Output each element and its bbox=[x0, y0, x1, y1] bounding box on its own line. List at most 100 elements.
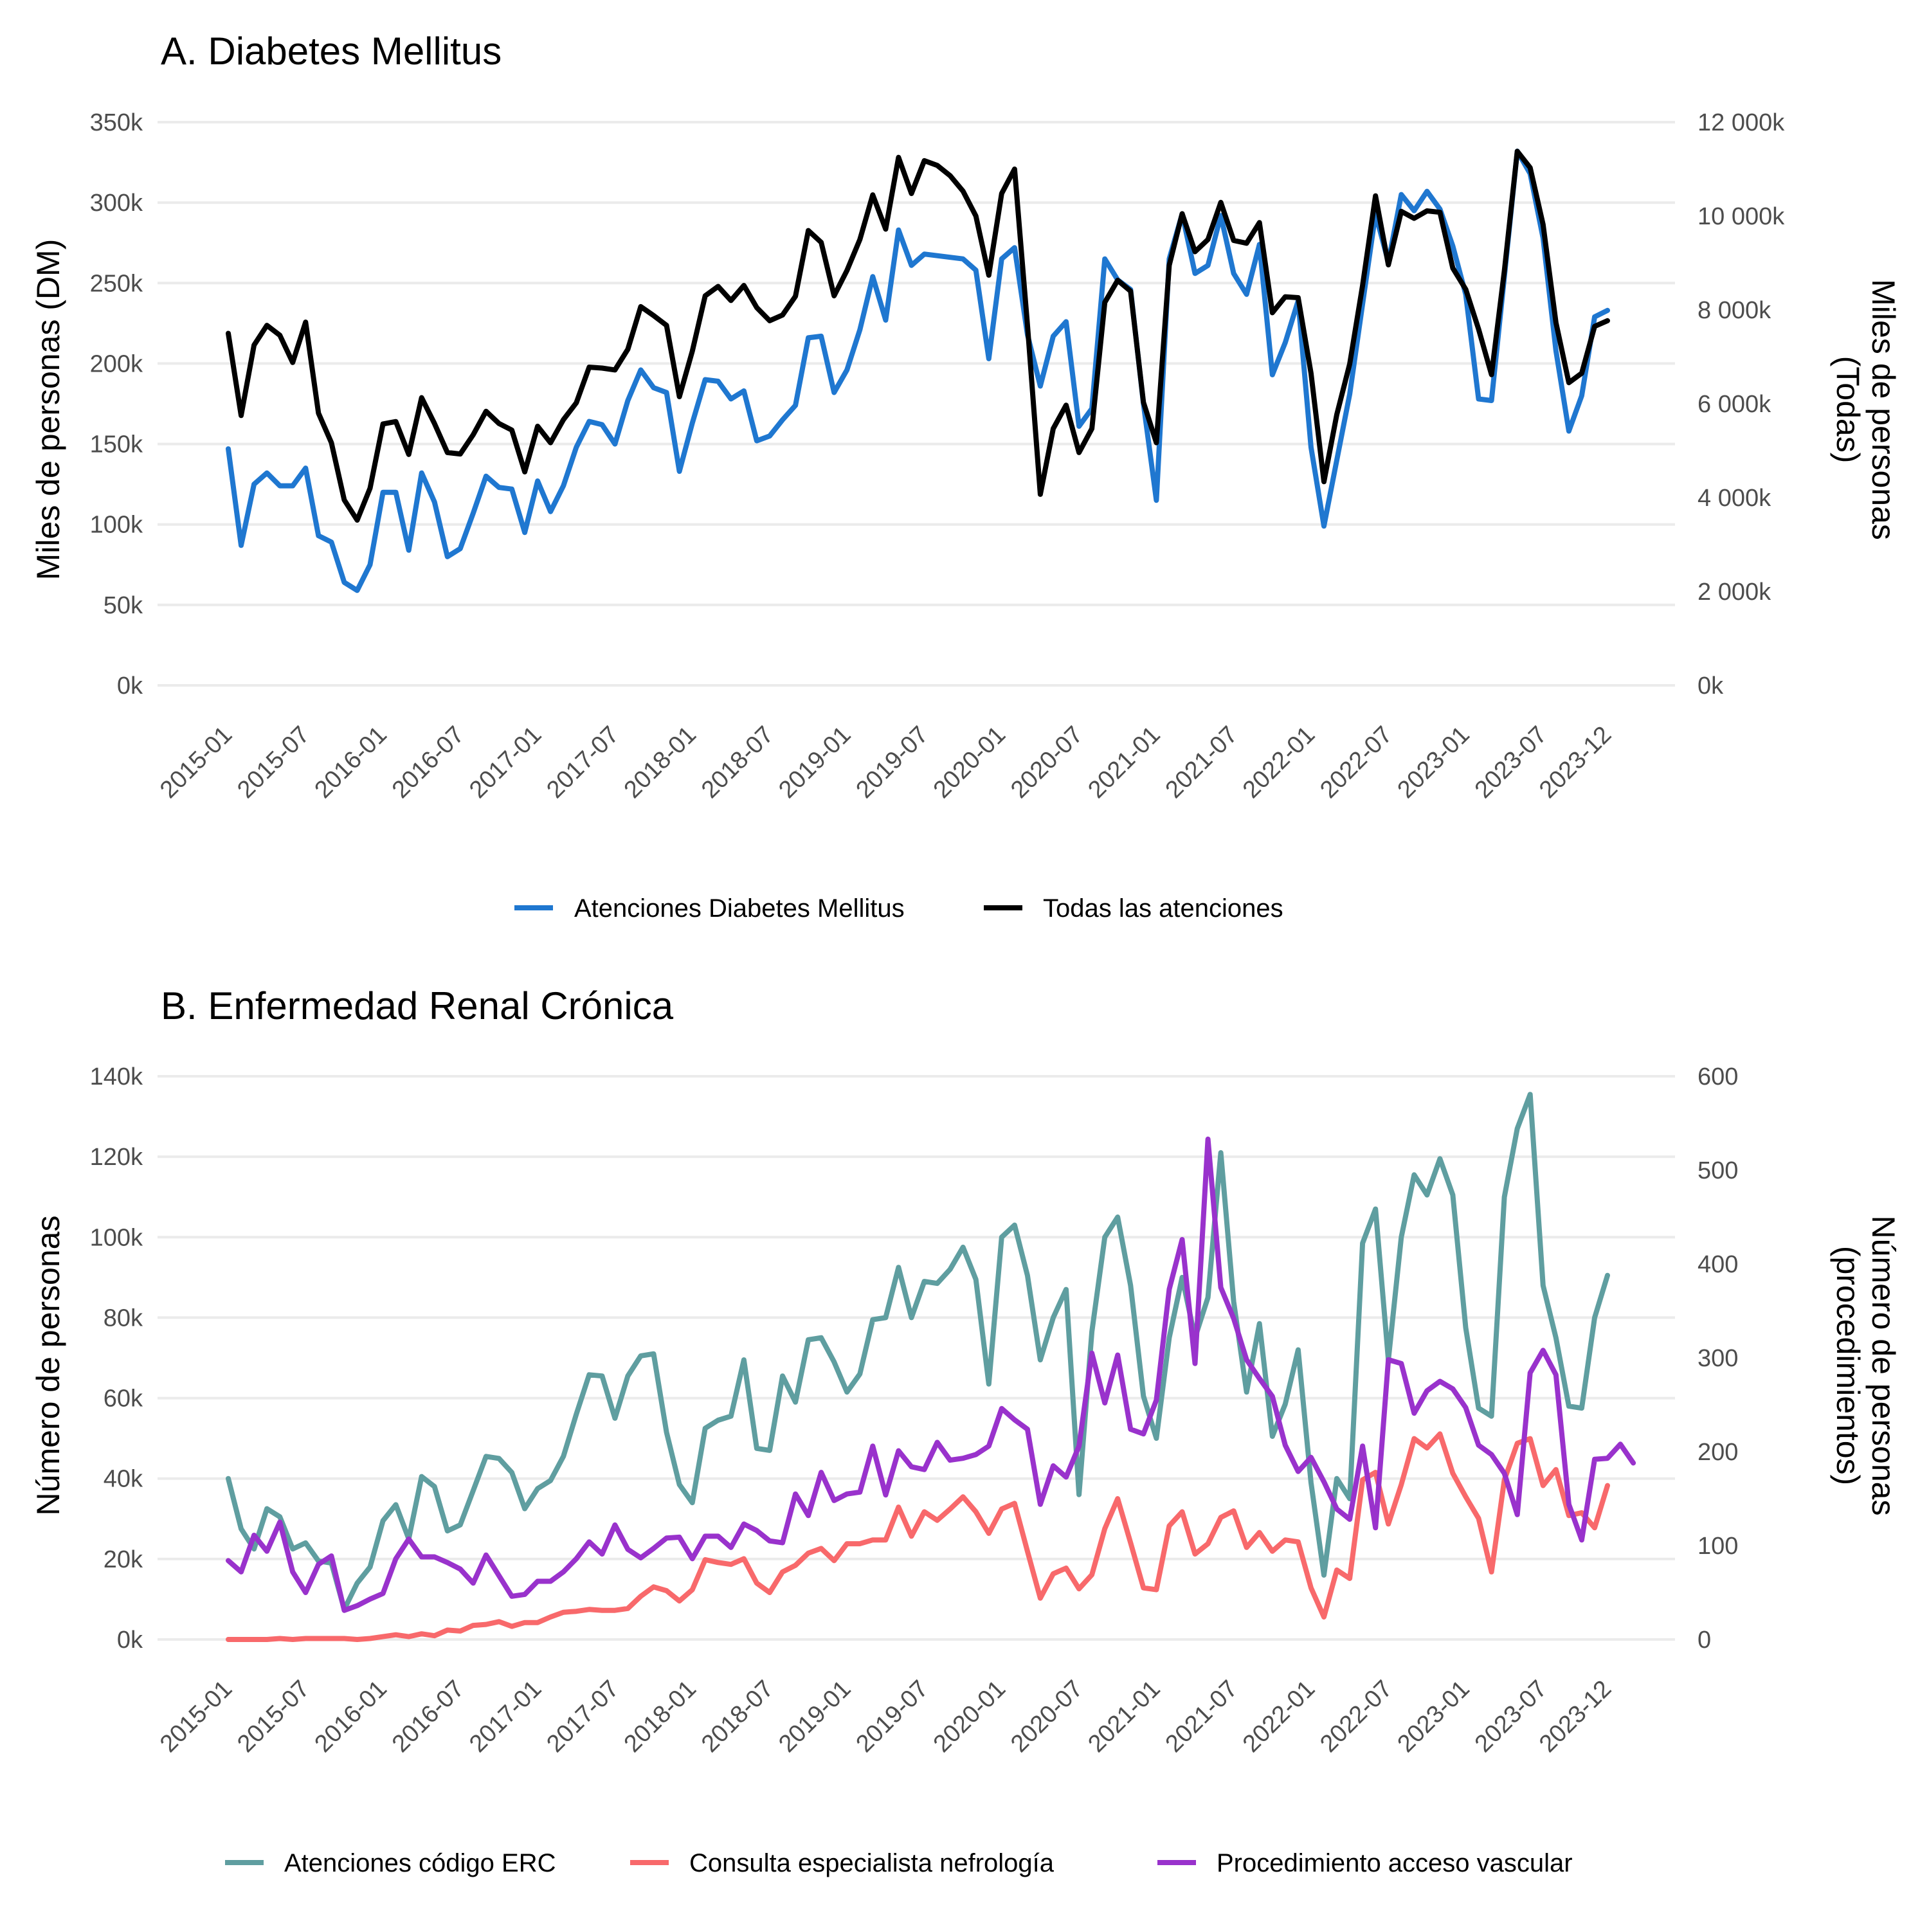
panel-b-x-axis-ticks: 2015-012015-072016-012016-072017-012017-… bbox=[155, 1675, 1617, 1758]
panel-a-right-axis-title: Miles de personas (Todas) bbox=[1830, 279, 1901, 540]
y2-tick-label: 2 000k bbox=[1698, 579, 1771, 606]
x-tick-label: 2015-01 bbox=[155, 1675, 237, 1758]
panel-a-legend: Atenciones Diabetes Mellitus Todas las a… bbox=[514, 894, 1283, 923]
x-tick-label: 2021-07 bbox=[1161, 721, 1243, 804]
x-tick-label: 2021-07 bbox=[1161, 1675, 1243, 1758]
x-tick-label: 2023-12 bbox=[1534, 721, 1617, 804]
series-line-a-0 bbox=[226, 149, 1610, 593]
legend-label-diabetes: Atenciones Diabetes Mellitus bbox=[574, 894, 905, 923]
x-tick-label: 2019-01 bbox=[774, 1675, 856, 1758]
panel-b-series-lines bbox=[226, 1092, 1636, 1642]
x-tick-label: 2020-01 bbox=[928, 1675, 1011, 1758]
x-tick-label: 2016-07 bbox=[387, 721, 469, 804]
panel-b-right-axis-ticks: 0 100 200 300 400 500 600 bbox=[1698, 1063, 1738, 1654]
y-tick-label: 350k bbox=[90, 109, 143, 136]
x-tick-label: 2019-01 bbox=[774, 721, 856, 804]
panel-b-title: B. Enfermedad Renal Crónica bbox=[161, 984, 674, 1027]
x-tick-label: 2021-01 bbox=[1083, 1675, 1165, 1758]
y2-tick-label: 0 bbox=[1698, 1627, 1711, 1654]
y2-tick-label: 200 bbox=[1698, 1439, 1738, 1466]
panel-b-right-axis-title-line1: Número de personas bbox=[1865, 1216, 1901, 1516]
x-tick-label: 2017-07 bbox=[541, 721, 624, 804]
x-tick-label: 2022-01 bbox=[1238, 721, 1320, 804]
y2-tick-label: 400 bbox=[1698, 1251, 1738, 1278]
x-tick-label: 2020-01 bbox=[928, 721, 1011, 804]
x-tick-label: 2020-07 bbox=[1006, 721, 1088, 804]
y-tick-label: 20k bbox=[104, 1546, 143, 1573]
x-tick-label: 2018-07 bbox=[696, 721, 779, 804]
x-tick-label: 2022-07 bbox=[1315, 721, 1397, 804]
y2-tick-label: 8 000k bbox=[1698, 297, 1771, 324]
panel-a-left-axis-ticks: 0k 50k 100k 150k 200k 250k 300k 350k bbox=[90, 109, 143, 700]
legend-label-todas: Todas las atenciones bbox=[1043, 894, 1283, 923]
y2-tick-label: 0k bbox=[1698, 673, 1724, 700]
x-tick-label: 2022-07 bbox=[1315, 1675, 1397, 1758]
panel-b-erc: B. Enfermedad Renal Crónica 0k 20k 40k 60k 8… bbox=[30, 984, 1901, 1877]
x-tick-label: 2023-01 bbox=[1393, 721, 1475, 804]
x-tick-label: 2020-07 bbox=[1006, 1675, 1088, 1758]
x-tick-label: 2016-07 bbox=[387, 1675, 469, 1758]
x-tick-label: 2017-01 bbox=[464, 721, 547, 804]
x-tick-label: 2019-07 bbox=[851, 1675, 934, 1758]
y-tick-label: 250k bbox=[90, 270, 143, 297]
y-tick-label: 40k bbox=[104, 1466, 143, 1493]
x-tick-label: 2019-07 bbox=[851, 721, 934, 804]
panel-a-title: A. Diabetes Mellitus bbox=[161, 30, 502, 73]
y2-tick-label: 500 bbox=[1698, 1157, 1738, 1184]
y-tick-label: 0k bbox=[117, 1627, 143, 1654]
panel-a-x-axis-ticks: 2015-012015-072016-012016-072017-012017-… bbox=[155, 721, 1617, 804]
panel-b-left-axis-title: Número de personas bbox=[30, 1216, 66, 1516]
x-tick-label: 2016-01 bbox=[310, 721, 392, 804]
x-tick-label: 2018-07 bbox=[696, 1675, 779, 1758]
panel-b-left-axis-ticks: 0k 20k 40k 60k 80k 100k 120k 140k bbox=[90, 1063, 143, 1654]
x-tick-label: 2023-12 bbox=[1534, 1675, 1617, 1758]
x-tick-label: 2022-01 bbox=[1238, 1675, 1320, 1758]
x-tick-label: 2015-07 bbox=[232, 721, 314, 804]
y2-tick-label: 600 bbox=[1698, 1063, 1738, 1090]
panel-b-right-axis-title: Número de personas (procedimientos) bbox=[1830, 1216, 1901, 1516]
series-line-a-1 bbox=[226, 149, 1610, 523]
panel-b-legend: Atenciones código ERC Consulta especiali… bbox=[225, 1849, 1573, 1877]
panel-a-series-lines bbox=[226, 149, 1610, 593]
x-tick-label: 2017-01 bbox=[464, 1675, 547, 1758]
y-tick-label: 50k bbox=[104, 592, 143, 619]
x-tick-label: 2015-01 bbox=[155, 721, 237, 804]
panel-a-right-axis-title-line1: Miles de personas bbox=[1865, 279, 1901, 540]
y2-tick-label: 100 bbox=[1698, 1533, 1738, 1560]
x-tick-label: 2015-07 bbox=[232, 1675, 314, 1758]
y-tick-label: 80k bbox=[104, 1305, 143, 1332]
y-tick-label: 150k bbox=[90, 431, 143, 458]
panel-b-gridlines bbox=[158, 1075, 1675, 1641]
y-tick-label: 140k bbox=[90, 1063, 143, 1090]
y-tick-label: 0k bbox=[117, 673, 143, 700]
legend-label-nefrologia: Consulta especialista nefrología bbox=[689, 1849, 1055, 1877]
y-tick-label: 60k bbox=[104, 1386, 143, 1413]
y2-tick-label: 4 000k bbox=[1698, 485, 1771, 512]
x-tick-label: 2016-01 bbox=[310, 1675, 392, 1758]
panel-a-right-axis-title-line2: (Todas) bbox=[1830, 356, 1866, 464]
x-tick-label: 2023-01 bbox=[1393, 1675, 1475, 1758]
y2-tick-label: 6 000k bbox=[1698, 391, 1771, 418]
y-tick-label: 300k bbox=[90, 190, 143, 217]
panel-a-diabetes: A. Diabetes Mellitus 0k 50k 100k 150k 200k 25… bbox=[30, 30, 1901, 923]
legend-label-acceso-vascular: Procedimiento acceso vascular bbox=[1217, 1849, 1573, 1877]
y2-tick-label: 300 bbox=[1698, 1345, 1738, 1372]
series-line-b-1 bbox=[226, 1431, 1610, 1642]
panel-a-gridlines bbox=[158, 121, 1675, 687]
x-tick-label: 2021-01 bbox=[1083, 721, 1165, 804]
panel-a-right-axis-ticks: 0k 2 000k 4 000k 6 000k 8 000k 10 000k 12 000k bbox=[1698, 109, 1785, 700]
y-tick-label: 100k bbox=[90, 1224, 143, 1251]
series-line-b-2 bbox=[226, 1136, 1636, 1613]
x-tick-label: 2023-07 bbox=[1470, 721, 1552, 804]
x-tick-label: 2018-01 bbox=[619, 1675, 702, 1758]
y2-tick-label: 12 000k bbox=[1698, 109, 1785, 136]
panel-a-left-axis-title: Miles de personas (DM) bbox=[30, 239, 66, 581]
x-tick-label: 2023-07 bbox=[1470, 1675, 1552, 1758]
y-tick-label: 120k bbox=[90, 1144, 143, 1171]
legend-label-erc: Atenciones código ERC bbox=[284, 1849, 556, 1877]
y-tick-label: 100k bbox=[90, 512, 143, 539]
x-tick-label: 2017-07 bbox=[541, 1675, 624, 1758]
y-tick-label: 200k bbox=[90, 350, 143, 377]
